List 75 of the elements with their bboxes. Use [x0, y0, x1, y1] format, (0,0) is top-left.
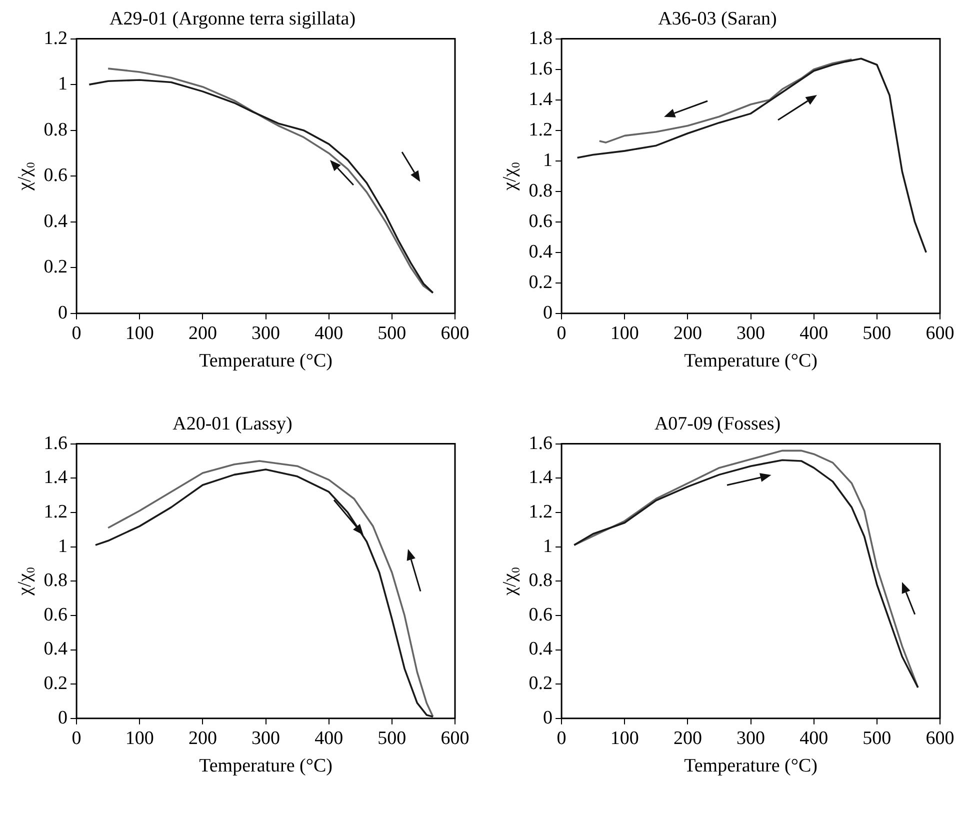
- x-tick-label: 600: [926, 728, 954, 749]
- x-axis-title: Temperature (°C): [199, 756, 332, 777]
- y-tick-label: 0.4: [528, 638, 554, 660]
- x-tick-label: 300: [736, 322, 766, 344]
- x-tick-label: 300: [736, 728, 766, 749]
- x-tick-label: 500: [862, 728, 892, 749]
- y-axis-title: χ/χ₀: [499, 162, 520, 192]
- y-tick-label: 0.4: [44, 210, 68, 232]
- y-tick-label: 1.2: [44, 501, 68, 522]
- y-tick-label: 1.2: [44, 28, 68, 49]
- chart-title: A29-01 (Argonne terra sigillata): [109, 8, 356, 30]
- x-tick-label: 500: [862, 322, 892, 344]
- x-tick-label: 300: [252, 728, 280, 749]
- x-axis-title: Temperature (°C): [684, 350, 818, 372]
- x-tick-label: 100: [125, 728, 154, 749]
- y-tick-label: 0.2: [528, 673, 553, 694]
- x-tick-label: 300: [252, 322, 280, 344]
- y-tick-label: 0.6: [44, 604, 68, 626]
- x-tick-label: 100: [610, 322, 639, 344]
- x-tick-label: 500: [378, 322, 406, 344]
- x-tick-label: 0: [556, 322, 566, 344]
- x-tick-label: 600: [926, 322, 954, 344]
- y-tick-label: 1: [58, 74, 68, 95]
- y-tick-label: 0.8: [44, 570, 68, 592]
- x-tick-label: 200: [673, 322, 702, 344]
- y-tick-label: 0.6: [528, 604, 553, 626]
- y-axis-title: χ/χ₀: [499, 566, 520, 596]
- chart-title: A07-09 (Fosses): [654, 413, 781, 434]
- x-tick-label: 0: [72, 728, 82, 749]
- y-tick-label: 0.2: [44, 256, 68, 278]
- chart-title: A36-03 (Saran): [658, 8, 777, 30]
- y-tick-label: 1.2: [528, 119, 553, 140]
- x-axis-title: Temperature (°C): [199, 350, 332, 372]
- x-tick-label: 200: [188, 322, 217, 344]
- y-tick-label: 0: [58, 707, 68, 728]
- x-tick-label: 100: [125, 322, 154, 344]
- y-axis-title: χ/χ₀: [14, 162, 36, 192]
- x-tick-label: 200: [188, 728, 217, 749]
- y-tick-label: 1.2: [528, 501, 553, 522]
- x-tick-label: 200: [673, 728, 702, 749]
- y-tick-label: 0: [58, 302, 68, 324]
- y-tick-label: 0.4: [528, 241, 554, 262]
- x-tick-label: 600: [440, 322, 470, 344]
- y-tick-label: 1.4: [528, 467, 554, 488]
- x-tick-label: 500: [378, 728, 406, 749]
- x-tick-label: 400: [800, 728, 828, 749]
- y-tick-label: 0.8: [528, 570, 553, 592]
- y-tick-label: 1: [58, 536, 68, 557]
- x-tick-label: 400: [314, 728, 344, 749]
- y-tick-label: 1.4: [44, 467, 68, 488]
- y-tick-label: 0.2: [44, 673, 68, 694]
- y-tick-label: 0.8: [528, 180, 553, 202]
- y-tick-label: 0.6: [528, 210, 553, 232]
- y-tick-label: 0.8: [44, 119, 68, 140]
- y-tick-label: 1.6: [44, 432, 68, 454]
- y-tick-label: 1: [543, 150, 553, 171]
- x-tick-label: 100: [610, 728, 639, 749]
- y-tick-label: 0: [543, 302, 553, 324]
- y-tick-label: 1.6: [528, 58, 553, 80]
- x-tick-label: 600: [440, 728, 470, 749]
- y-tick-label: 1.8: [528, 28, 553, 49]
- y-tick-label: 1.4: [528, 88, 554, 110]
- x-tick-label: 400: [314, 322, 344, 344]
- y-tick-label: 0: [543, 707, 553, 728]
- y-tick-label: 1: [543, 536, 553, 557]
- y-tick-label: 0.2: [528, 272, 553, 293]
- x-axis-title: Temperature (°C): [684, 756, 818, 777]
- y-axis-title: χ/χ₀: [14, 566, 36, 596]
- x-tick-label: 0: [556, 728, 566, 749]
- x-tick-label: 0: [72, 322, 82, 344]
- chart-title: A20-01 (Lassy): [172, 413, 292, 434]
- y-tick-label: 0.6: [44, 165, 68, 186]
- x-tick-label: 400: [800, 322, 828, 344]
- y-tick-label: 0.4: [44, 638, 68, 660]
- y-tick-label: 1.6: [528, 432, 553, 454]
